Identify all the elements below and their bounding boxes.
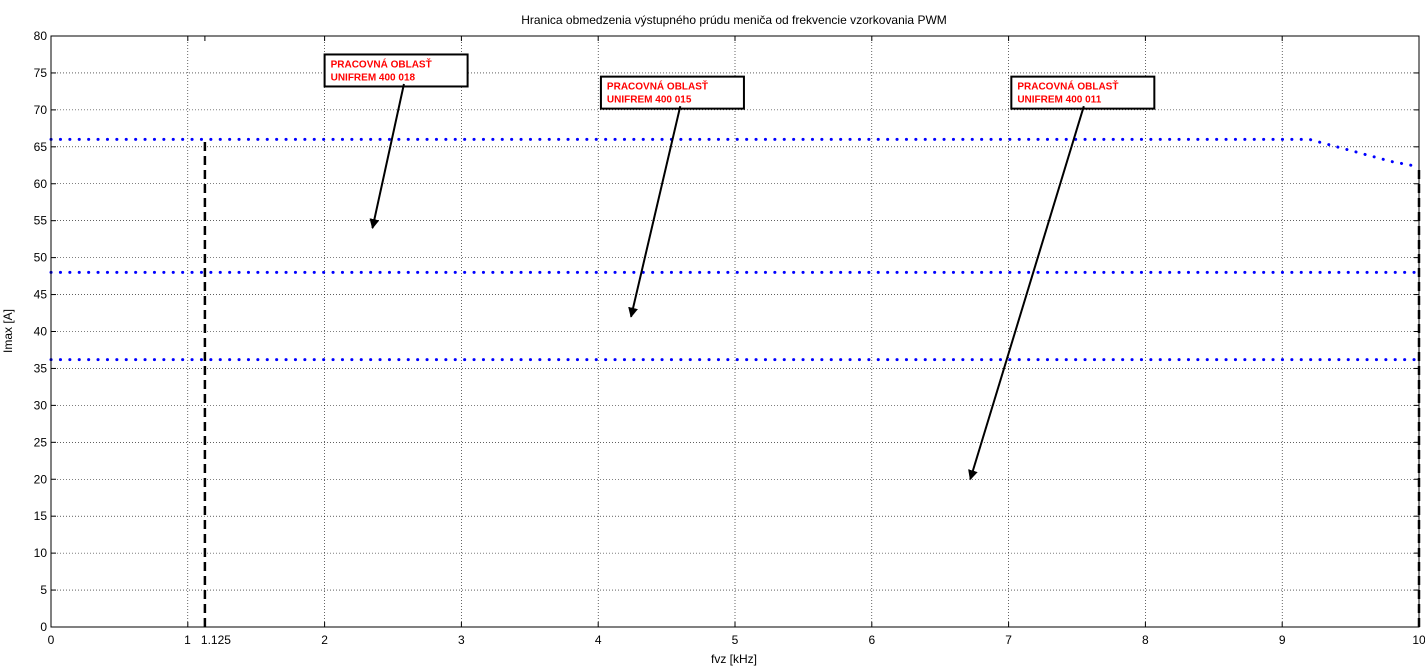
series-layer (49, 137, 1421, 627)
annotation-arrow-1 (369, 83, 405, 230)
annotation-text: UNIFREM 400 015 (607, 95, 692, 106)
annotation-text: PRACOVNÁ OBLASŤ (331, 57, 432, 70)
chart-title: Hranica obmedzenia výstupného prúdu meni… (521, 13, 947, 27)
x-tick-label: 8 (1142, 633, 1149, 647)
y-tick-label: 45 (34, 288, 48, 302)
y-tick-label: 50 (34, 251, 48, 265)
x-tick-label: 1 (184, 633, 191, 647)
x-tick-label: 1.125 (201, 633, 231, 647)
y-tick-label: 0 (40, 620, 47, 634)
y-tick-label: 15 (34, 509, 48, 523)
x-tick-label: 0 (48, 633, 55, 647)
y-axis-label: Imax [A] (1, 309, 15, 353)
y-tick-label: 5 (40, 583, 47, 597)
x-tick-label: 7 (1005, 633, 1012, 647)
y-tick-label: 55 (34, 214, 48, 228)
y-tick-label: 40 (34, 325, 48, 339)
annotation-text: PRACOVNÁ OBLASŤ (1017, 80, 1118, 93)
x-axis-label: fvz [kHz] (711, 652, 757, 666)
annotations: PRACOVNÁ OBLASŤ UNIFREM 400 018 PRACOVNÁ O… (323, 53, 1156, 481)
annotation-box-1 (323, 53, 469, 88)
x-tick-label: 10 (1412, 633, 1425, 647)
y-tick-label: 65 (34, 140, 48, 154)
y-tick-label: 10 (34, 546, 48, 560)
annotation-arrow-2 (628, 105, 682, 318)
y-tick-label: 35 (34, 361, 48, 375)
x-tick-label: 4 (595, 633, 602, 647)
grid (51, 36, 1419, 627)
y-tick-label: 70 (34, 103, 48, 117)
y-tick-label: 30 (34, 398, 48, 412)
x-tick-label: 3 (458, 633, 465, 647)
y-tick-label: 60 (34, 177, 48, 191)
x-tick-label: 9 (1279, 633, 1286, 647)
annotation-box-2 (599, 75, 745, 110)
annotation-arrow-3 (968, 105, 1085, 481)
y-tick-label: 80 (34, 29, 48, 43)
ticks: 0 1 1.125 2 3 4 5 6 7 8 9 1005101520253035404550556… (34, 29, 1425, 647)
x-tick-label: 6 (868, 633, 875, 647)
y-tick-label: 75 (34, 66, 48, 80)
y-tick-label: 20 (34, 472, 48, 486)
annotation-text: UNIFREM 400 011 (1017, 95, 1101, 106)
x-tick-label: 5 (732, 633, 739, 647)
annotation-text: PRACOVNÁ OBLASŤ (607, 80, 708, 93)
annotation-text: UNIFREM 400 018 (331, 72, 416, 83)
y-tick-label: 25 (34, 435, 48, 449)
x-tick-label: 2 (321, 633, 328, 647)
